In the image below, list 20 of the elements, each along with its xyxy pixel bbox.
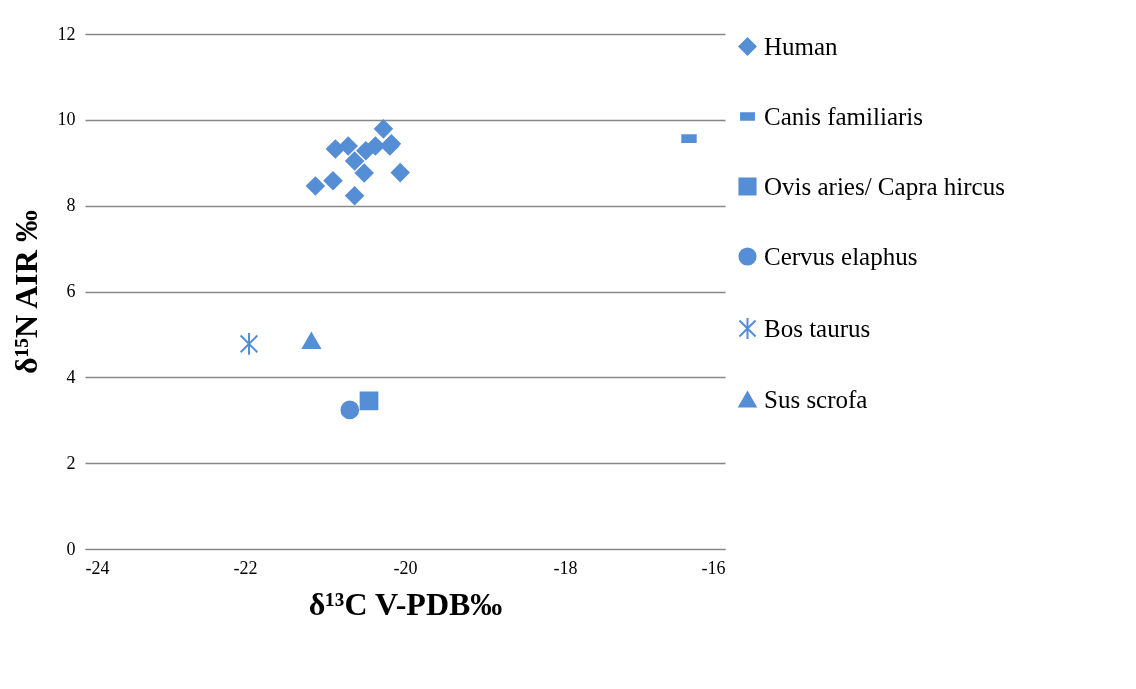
y-tick-label: 12 — [57, 23, 76, 44]
x-tick-label: -20 — [393, 557, 418, 578]
legend-label: Sus scrofa — [764, 385, 868, 413]
y-axis-title: δ¹⁵N AIR ‰ — [7, 210, 44, 374]
x-tick-label: -22 — [233, 557, 258, 578]
legend-label: Cervus elaphus — [764, 242, 918, 270]
y-tick-label: 4 — [66, 366, 76, 387]
legend-label: Bos taurus — [764, 314, 871, 342]
y-tick-label: 10 — [57, 109, 76, 130]
legend-label: Ovis aries/ Capra hircus — [764, 172, 1005, 200]
y-tick-label: 8 — [66, 195, 76, 216]
y-tick-label: 0 — [66, 538, 76, 559]
x-tick-label: -24 — [85, 557, 110, 578]
x-axis-title: δ¹³C V-PDB‰ — [308, 585, 503, 622]
y-tick-label: 2 — [66, 452, 76, 473]
legend-label: Canis familiaris — [764, 102, 923, 130]
y-tick-label: 6 — [66, 281, 76, 301]
legend-label: Human — [764, 32, 839, 60]
x-tick-label: -16 — [701, 557, 726, 578]
x-tick-label: -18 — [553, 557, 578, 578]
